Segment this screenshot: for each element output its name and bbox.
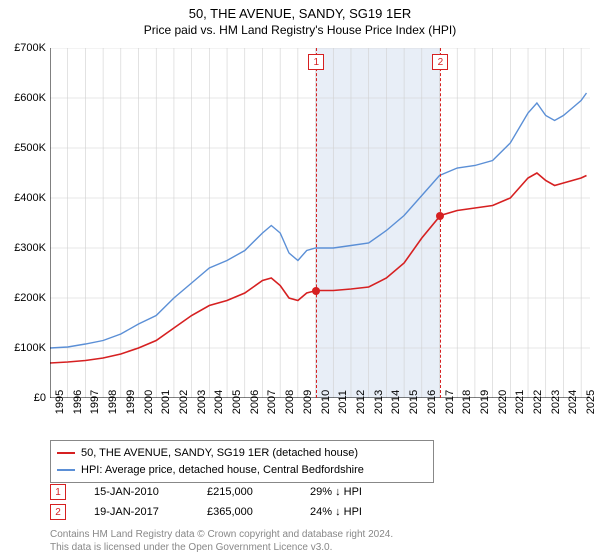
y-tick-label: £600K	[14, 92, 46, 104]
marker-date: 19-JAN-2017	[94, 506, 179, 518]
sale-dot	[436, 212, 444, 220]
marker-price: £365,000	[207, 506, 282, 518]
y-tick-label: £300K	[14, 242, 46, 254]
y-tick-label: £500K	[14, 142, 46, 154]
footer: Contains HM Land Registry data © Crown c…	[50, 528, 393, 554]
x-tick-label: 2009	[302, 390, 314, 414]
y-tick-label: £100K	[14, 342, 46, 354]
x-tick-label: 2020	[497, 390, 509, 414]
legend-swatch	[57, 469, 75, 471]
x-tick-label: 2024	[567, 390, 579, 414]
sale-marker-box: 1	[308, 54, 324, 70]
marker-number-box: 1	[50, 484, 66, 500]
legend-box: 50, THE AVENUE, SANDY, SG19 1ER (detache…	[50, 440, 434, 483]
chart-subtitle: Price paid vs. HM Land Registry's House …	[0, 21, 600, 37]
x-tick-label: 2012	[355, 390, 367, 414]
marker-number-box: 2	[50, 504, 66, 520]
series-hpi	[50, 93, 587, 348]
legend-row: 50, THE AVENUE, SANDY, SG19 1ER (detache…	[57, 445, 427, 462]
legend-label: HPI: Average price, detached house, Cent…	[81, 462, 364, 479]
marker-table: 1 15-JAN-2010 £215,000 29% ↓ HPI 2 19-JAN-201…	[50, 482, 362, 522]
chart-title: 50, THE AVENUE, SANDY, SG19 1ER	[0, 0, 600, 21]
x-tick-label: 1997	[89, 390, 101, 414]
x-tick-label: 2007	[266, 390, 278, 414]
y-tick-label: £400K	[14, 192, 46, 204]
footer-line2: This data is licensed under the Open Gov…	[50, 541, 393, 554]
y-tick-label: £200K	[14, 292, 46, 304]
sale-vline	[440, 48, 441, 398]
x-tick-label: 2010	[320, 390, 332, 414]
y-tick-label: £0	[34, 392, 46, 404]
x-tick-label: 2006	[249, 390, 261, 414]
marker-price: £215,000	[207, 486, 282, 498]
plot-svg	[50, 48, 590, 398]
x-tick-label: 2003	[196, 390, 208, 414]
x-tick-label: 2005	[231, 390, 243, 414]
x-tick-label: 1996	[72, 390, 84, 414]
chart-area: 12 £0£100K£200K£300K£400K£500K£600K£700K…	[50, 48, 590, 398]
x-tick-label: 2017	[444, 390, 456, 414]
legend-swatch	[57, 452, 75, 454]
marker-delta: 24% ↓ HPI	[310, 506, 362, 518]
sale-dot	[312, 287, 320, 295]
sale-vline	[316, 48, 317, 398]
marker-table-row: 1 15-JAN-2010 £215,000 29% ↓ HPI	[50, 482, 362, 502]
x-tick-label: 2000	[143, 390, 155, 414]
x-tick-label: 2014	[390, 390, 402, 414]
x-tick-label: 2019	[479, 390, 491, 414]
legend-row: HPI: Average price, detached house, Cent…	[57, 462, 427, 479]
marker-date: 15-JAN-2010	[94, 486, 179, 498]
x-tick-label: 2023	[550, 390, 562, 414]
marker-delta: 29% ↓ HPI	[310, 486, 362, 498]
sale-marker-box: 2	[432, 54, 448, 70]
x-tick-label: 2016	[426, 390, 438, 414]
marker-table-row: 2 19-JAN-2017 £365,000 24% ↓ HPI	[50, 502, 362, 522]
series-property	[50, 173, 587, 363]
x-tick-label: 1998	[107, 390, 119, 414]
footer-line1: Contains HM Land Registry data © Crown c…	[50, 528, 393, 541]
x-tick-label: 2013	[373, 390, 385, 414]
x-tick-label: 1995	[54, 390, 66, 414]
x-tick-label: 1999	[125, 390, 137, 414]
x-tick-label: 2004	[213, 390, 225, 414]
x-tick-label: 2002	[178, 390, 190, 414]
legend-label: 50, THE AVENUE, SANDY, SG19 1ER (detache…	[81, 445, 358, 462]
chart-container: 50, THE AVENUE, SANDY, SG19 1ER Price pa…	[0, 0, 600, 560]
x-tick-label: 2025	[585, 390, 597, 414]
x-tick-label: 2015	[408, 390, 420, 414]
x-tick-label: 2008	[284, 390, 296, 414]
x-tick-label: 2011	[337, 390, 349, 414]
x-tick-label: 2001	[160, 390, 172, 414]
x-tick-label: 2018	[461, 390, 473, 414]
y-tick-label: £700K	[14, 42, 46, 54]
x-tick-label: 2021	[514, 390, 526, 414]
x-tick-label: 2022	[532, 390, 544, 414]
